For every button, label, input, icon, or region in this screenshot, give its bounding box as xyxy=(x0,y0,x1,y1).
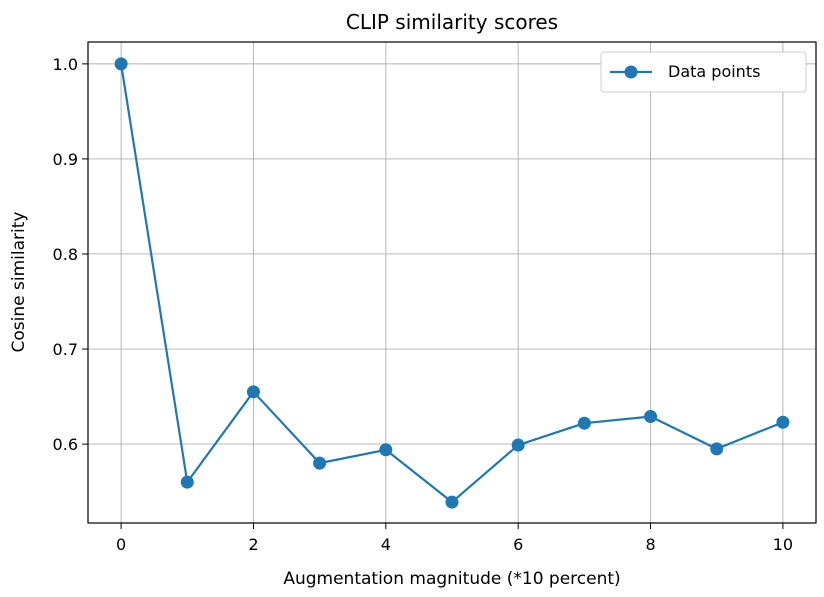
y-axis-label: Cosine similarity xyxy=(9,212,29,353)
y-axis: 0.6 0.7 0.8 0.9 1.0 xyxy=(53,55,88,454)
x-axis-label: Augmentation magnitude (*10 percent) xyxy=(283,569,620,589)
data-point xyxy=(379,443,393,457)
x-tick-label: 0 xyxy=(116,535,126,554)
series-line xyxy=(120,63,784,504)
y-tick-label: 0.6 xyxy=(53,435,78,454)
data-point xyxy=(114,57,128,71)
grid-lines xyxy=(88,42,816,523)
legend: Data points xyxy=(600,51,807,93)
data-point xyxy=(710,442,724,456)
x-tick-label: 6 xyxy=(513,535,523,554)
data-point xyxy=(246,385,260,399)
data-point xyxy=(644,410,658,424)
y-tick-label: 0.8 xyxy=(53,245,78,264)
data-point xyxy=(180,475,194,489)
x-tick-label: 4 xyxy=(381,535,391,554)
x-tick-label: 2 xyxy=(248,535,258,554)
data-point xyxy=(577,416,591,430)
data-point xyxy=(511,438,525,452)
x-tick-label: 10 xyxy=(773,535,793,554)
data-point xyxy=(776,415,790,429)
x-tick-label: 8 xyxy=(645,535,655,554)
data-point xyxy=(313,456,327,470)
legend-label: Data points xyxy=(668,62,760,81)
data-point xyxy=(445,495,459,509)
y-tick-label: 1.0 xyxy=(53,55,78,74)
series-layer xyxy=(114,57,790,509)
plot-frame xyxy=(87,41,817,524)
legend-box xyxy=(600,51,807,93)
y-tick-label: 0.9 xyxy=(53,150,78,169)
y-tick-label: 0.7 xyxy=(53,340,78,359)
chart-title: CLIP similarity scores xyxy=(346,10,558,34)
legend-marker-swatch xyxy=(624,65,638,79)
x-axis: 0 2 4 6 8 10 xyxy=(116,523,793,554)
